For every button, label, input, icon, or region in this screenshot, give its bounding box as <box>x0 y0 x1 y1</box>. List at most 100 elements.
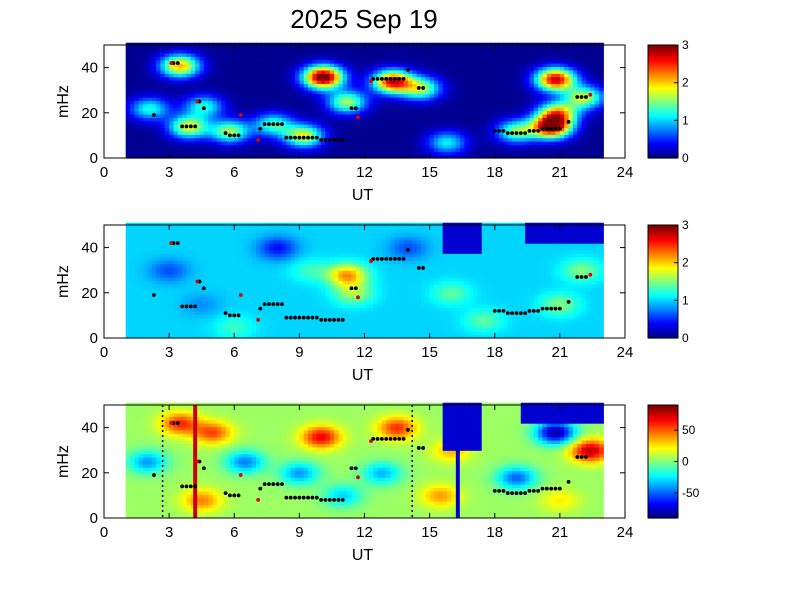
heatmap-cell <box>416 137 422 142</box>
heatmap-cell <box>212 100 218 105</box>
heatmap-cell <box>577 52 583 57</box>
marker-black <box>314 135 319 140</box>
heatmap-cell <box>125 137 131 142</box>
heatmap-cell <box>229 270 235 275</box>
heatmap-cell <box>212 130 218 135</box>
heatmap-cell <box>377 113 383 118</box>
heatmap-cell <box>242 86 248 91</box>
heatmap-cell <box>182 63 188 68</box>
heatmap-cell <box>277 46 283 51</box>
heatmap-cell <box>429 120 435 125</box>
heatmap-cell <box>329 52 335 57</box>
heatmap-cell <box>342 117 348 122</box>
heatmap-cell <box>260 73 266 78</box>
heatmap-cell <box>255 297 261 302</box>
heatmap-cell <box>386 147 392 152</box>
heatmap-cell <box>386 154 392 159</box>
heatmap-cell <box>420 137 426 142</box>
heatmap-cell <box>216 66 222 71</box>
heatmap-cell <box>212 96 218 101</box>
heatmap-cell <box>473 117 478 122</box>
heatmap-cell <box>164 124 170 129</box>
heatmap-cell <box>151 263 157 268</box>
heatmap-cell <box>598 154 604 159</box>
heatmap-cell <box>160 293 166 298</box>
heatmap-cell <box>442 124 448 129</box>
heatmap-cell <box>134 107 140 112</box>
heatmap-cell <box>173 113 179 118</box>
heatmap-cell <box>481 76 487 81</box>
heatmap-cell <box>377 137 383 142</box>
heatmap-cell <box>598 113 604 118</box>
heatmap-cell <box>577 113 583 118</box>
heatmap-cell <box>568 56 574 61</box>
heatmap-cell <box>568 80 574 85</box>
heatmap-cell <box>598 120 604 125</box>
heatmap-cell <box>394 63 400 68</box>
heatmap-cell <box>160 80 166 85</box>
heatmap-cell <box>130 46 135 51</box>
heatmap-cell <box>199 137 205 142</box>
heatmap-cell <box>490 134 496 139</box>
heatmap-cell <box>577 83 583 88</box>
heatmap-cell <box>551 127 557 132</box>
heatmap-cell <box>433 130 439 135</box>
heatmap-cell <box>229 46 235 51</box>
heatmap-cell <box>425 130 431 135</box>
heatmap-cell <box>151 253 157 258</box>
heatmap-cell <box>442 59 448 64</box>
heatmap-cell <box>147 331 153 336</box>
heatmap-cell <box>295 134 300 139</box>
heatmap-cell <box>251 246 257 251</box>
heatmap-cell <box>282 76 287 81</box>
heatmap-cell <box>242 137 248 142</box>
heatmap-cell <box>221 270 227 275</box>
heatmap-cell <box>208 297 214 302</box>
heatmap-cell <box>303 151 309 156</box>
heatmap-cell <box>425 96 431 101</box>
heatmap-cell <box>394 124 400 129</box>
marker-black <box>501 128 506 133</box>
heatmap-cell <box>212 144 218 149</box>
heatmap-cell <box>412 147 418 152</box>
heatmap-cell <box>594 110 600 115</box>
heatmap-cell <box>490 76 496 81</box>
heatmap-cell <box>377 56 383 61</box>
heatmap-cell <box>173 236 179 241</box>
heatmap-cell <box>134 331 140 336</box>
marker-black <box>201 106 206 111</box>
heatmap-cell <box>277 59 283 64</box>
heatmap-cell <box>325 56 331 61</box>
heatmap-cell <box>420 134 426 139</box>
heatmap-cell <box>138 276 144 281</box>
heatmap-cell <box>164 69 170 74</box>
heatmap-cell <box>164 100 170 105</box>
heatmap-cell <box>212 90 218 95</box>
heatmap-cell <box>195 256 201 261</box>
heatmap-cell <box>420 52 426 57</box>
heatmap-cell <box>290 49 296 54</box>
heatmap-cell <box>199 63 205 68</box>
heatmap-cell <box>199 56 205 61</box>
heatmap-cell <box>255 107 261 112</box>
heatmap-cell <box>225 73 231 78</box>
heatmap-cell <box>381 117 387 122</box>
heatmap-cell <box>212 263 218 268</box>
heatmap-cell <box>177 256 183 261</box>
heatmap-cell <box>295 46 300 51</box>
heatmap-cell <box>507 80 513 85</box>
heatmap-cell <box>390 100 396 105</box>
heatmap-cell <box>412 96 418 101</box>
heatmap-cell <box>147 304 153 309</box>
heatmap-cell <box>229 96 235 101</box>
heatmap-cell <box>355 76 361 81</box>
heatmap-cell <box>255 246 261 251</box>
heatmap-cell <box>138 310 144 315</box>
heatmap-cell <box>190 69 196 74</box>
heatmap-cell <box>468 113 474 118</box>
heatmap-cell <box>325 86 331 91</box>
heatmap-cell <box>590 103 596 108</box>
heatmap-cell <box>247 229 253 234</box>
heatmap-cell <box>212 226 218 231</box>
heatmap-cell <box>234 317 240 322</box>
